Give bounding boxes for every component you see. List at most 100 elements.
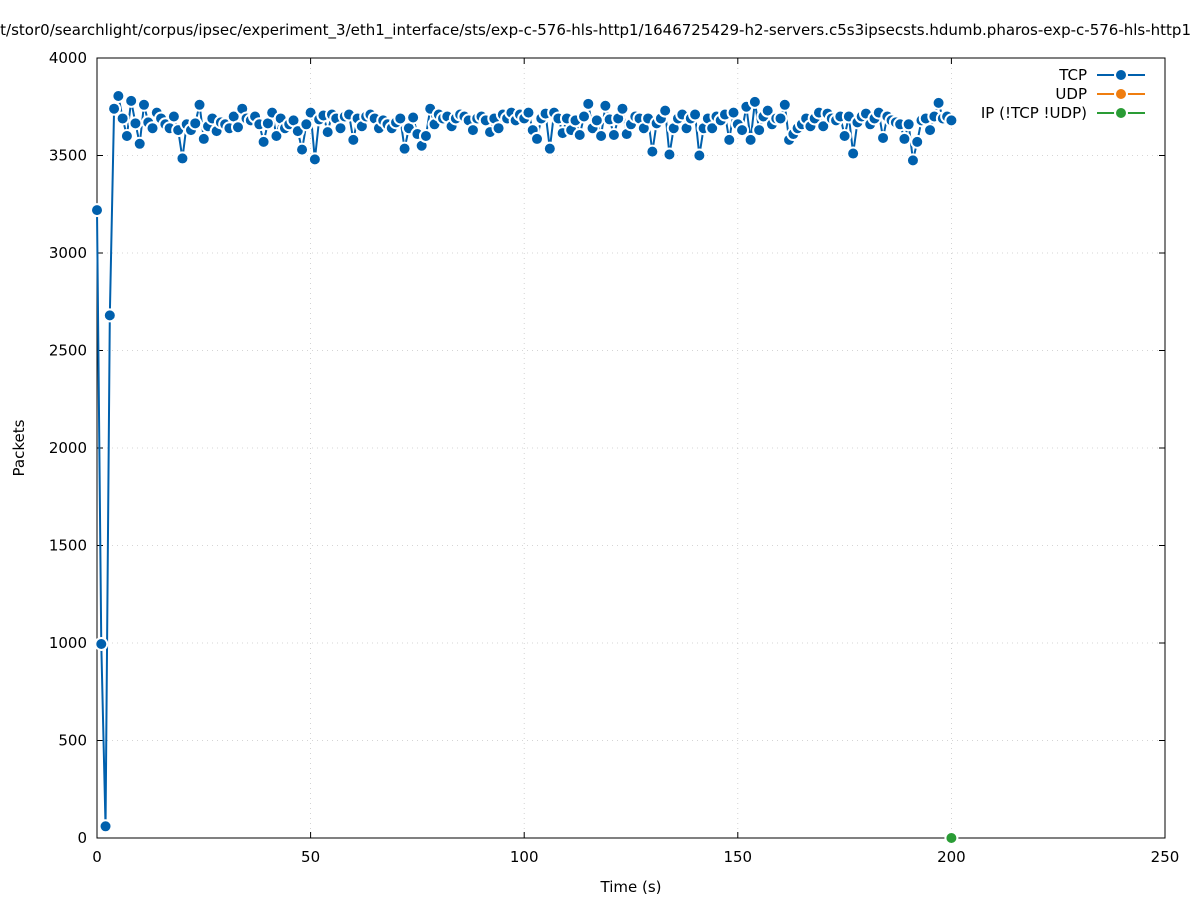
- data-point: [606, 128, 621, 143]
- y-tick-label: 3000: [49, 244, 87, 262]
- data-point: [897, 131, 912, 146]
- data-point: [944, 831, 959, 845]
- x-tick-label: 100: [510, 848, 539, 866]
- y-tick-label: 3500: [49, 147, 87, 165]
- data-point: [491, 121, 506, 136]
- legend-label: TCP: [1058, 66, 1087, 84]
- y-tick-label: 1000: [49, 634, 87, 652]
- legend-label: UDP: [1055, 85, 1087, 103]
- x-tick-label: 200: [937, 848, 966, 866]
- legend-entry: UDP: [1055, 85, 1145, 103]
- x-tick-label: 0: [92, 848, 102, 866]
- data-point: [901, 117, 916, 132]
- data-point: [397, 141, 412, 156]
- data-point: [705, 121, 720, 136]
- legend-swatch-marker: [1114, 87, 1128, 101]
- data-point: [295, 142, 310, 157]
- data-point: [572, 128, 587, 143]
- data-point: [910, 134, 925, 149]
- data-point: [688, 107, 703, 122]
- data-point: [346, 132, 361, 147]
- chart-title: /mnt/stor0/searchlight/corpus/ipsec/expe…: [0, 21, 1191, 40]
- data-point: [752, 123, 767, 138]
- y-tick-label: 4000: [49, 49, 87, 67]
- data-point: [876, 130, 891, 145]
- x-tick-label: 150: [723, 848, 752, 866]
- data-point: [743, 132, 758, 147]
- data-point: [192, 97, 207, 112]
- data-point: [115, 111, 130, 126]
- data-point: [299, 117, 314, 132]
- data-point: [102, 308, 117, 323]
- data-point: [111, 89, 126, 104]
- legend-swatch-marker: [1114, 68, 1128, 82]
- data-point: [166, 109, 181, 124]
- data-point: [692, 148, 707, 163]
- y-tick-label: 1500: [49, 537, 87, 555]
- data-point: [521, 105, 536, 120]
- data-point: [645, 144, 660, 159]
- data-point: [230, 120, 245, 135]
- data-point: [816, 119, 831, 134]
- legend-swatch-marker: [1114, 106, 1128, 120]
- data-point: [119, 129, 134, 143]
- y-tick-label: 2000: [49, 439, 87, 457]
- data-point: [465, 123, 480, 138]
- data-point: [90, 203, 104, 218]
- x-tick-label: 50: [301, 848, 320, 866]
- x-tick-label: 250: [1151, 848, 1180, 866]
- legend-entry: TCP: [1058, 66, 1145, 84]
- data-point: [598, 98, 613, 113]
- legend-entry: IP (!TCP !UDP): [981, 104, 1145, 122]
- data-point: [320, 125, 335, 140]
- data-point: [175, 151, 190, 166]
- series-2: [944, 831, 959, 845]
- data-point: [128, 116, 143, 131]
- data-point: [94, 636, 109, 651]
- data-point: [594, 129, 609, 143]
- data-point: [256, 134, 271, 149]
- axis-ticks: 0 50 100 150 200 2500500100015002000250030003…: [49, 49, 1180, 866]
- data-point: [777, 97, 792, 112]
- data-point: [722, 132, 737, 147]
- data-point: [107, 101, 122, 116]
- data-point: [846, 146, 861, 161]
- data-point: [136, 97, 151, 112]
- data-point: [393, 111, 408, 126]
- data-point: [931, 95, 946, 110]
- data-point: [98, 819, 113, 834]
- series-0: [90, 89, 959, 834]
- y-axis-label: Packets: [10, 419, 28, 476]
- data-point: [923, 123, 938, 138]
- data-point: [145, 121, 160, 136]
- data-point: [726, 105, 741, 120]
- data-point: [747, 94, 762, 109]
- data-point: [589, 113, 604, 128]
- y-tick-label: 2500: [49, 342, 87, 360]
- series-line: [96, 92, 953, 827]
- data-point: [577, 109, 592, 124]
- data-point: [662, 147, 677, 162]
- data-point: [735, 123, 750, 138]
- data-point: [406, 110, 421, 125]
- data-point: [581, 96, 596, 111]
- data-point: [760, 103, 775, 118]
- data-point: [333, 121, 348, 136]
- data-point: [132, 136, 147, 151]
- data-point: [944, 113, 959, 128]
- data-point: [615, 101, 630, 116]
- data-point: [307, 152, 322, 167]
- x-axis-label: Time (s): [600, 878, 662, 896]
- data-point: [837, 129, 852, 143]
- data-point: [124, 93, 139, 108]
- data-point: [188, 116, 203, 131]
- legend-label: IP (!TCP !UDP): [981, 104, 1087, 122]
- y-tick-label: 0: [77, 829, 87, 847]
- data-point: [269, 129, 284, 143]
- data-point: [530, 131, 545, 146]
- data-point: [418, 129, 433, 143]
- series-layer: [90, 89, 959, 845]
- grid: [97, 58, 1165, 838]
